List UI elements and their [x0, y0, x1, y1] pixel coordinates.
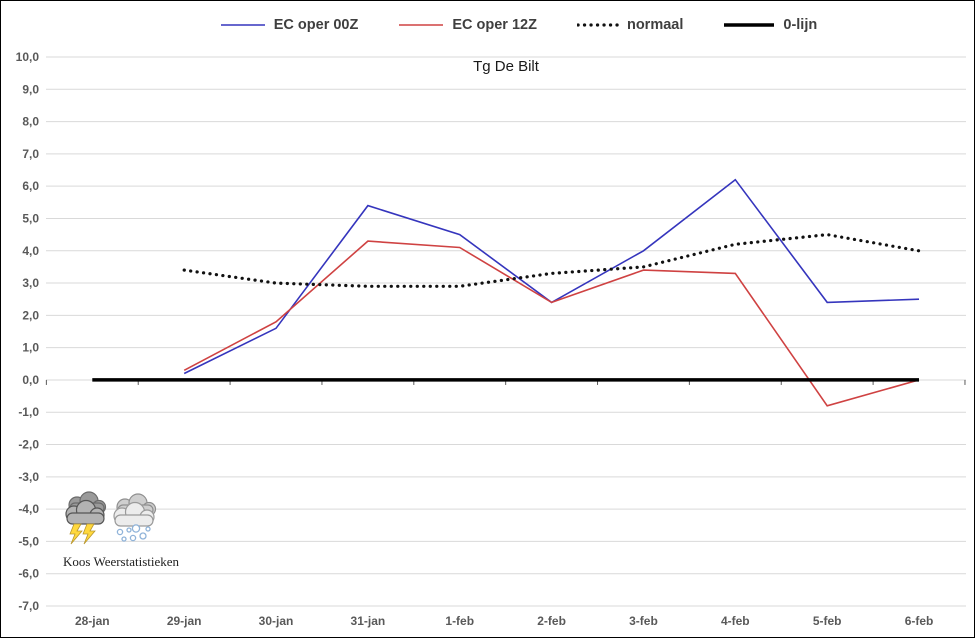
y-axis-tick-label: 2,0	[22, 308, 39, 322]
x-axis-tick-label: 2-feb	[537, 614, 566, 628]
legend-item-0-lijn: 0-lijn	[723, 17, 817, 33]
legend-item-ec-oper-12z: EC oper 12Z	[398, 17, 537, 33]
y-axis-tick-label: 1,0	[22, 341, 39, 355]
y-axis-tick-label: 9,0	[22, 82, 39, 96]
legend-label-ec-oper-00z: EC oper 00Z	[273, 17, 359, 33]
x-axis-tick-label: 5-feb	[813, 614, 842, 628]
y-axis-tick-label: 4,0	[22, 244, 39, 258]
x-axis-tick-label: 30-jan	[259, 614, 294, 628]
x-axis-tick-label: 4-feb	[721, 614, 750, 628]
x-axis-tick-label: 6-feb	[905, 614, 934, 628]
y-axis-tick-label: -7,0	[18, 599, 39, 613]
y-axis-tick-label: 10,0	[16, 50, 40, 64]
thunderstorm-cloud-icon	[65, 491, 107, 545]
watermark-text: Koos Weerstatistieken	[63, 554, 180, 569]
legend-label-0-lijn: 0-lijn	[783, 17, 818, 33]
x-axis-tick-label: 28-jan	[75, 614, 110, 628]
legend-swatch-0-lijn	[724, 23, 775, 27]
y-axis-tick-label: -2,0	[18, 438, 39, 452]
y-axis-tick-label: 3,0	[22, 276, 39, 290]
y-axis-tick-label: -3,0	[18, 470, 39, 484]
chart-title: Tg De Bilt	[473, 58, 539, 75]
legend-item-ec-oper-00z: EC oper 00Z	[220, 17, 359, 33]
snow-cloud-icon	[113, 493, 157, 542]
y-axis-tick-label: 5,0	[22, 211, 39, 225]
y-axis-tick-label: 7,0	[22, 147, 39, 161]
series-line-ec-oper-00z	[183, 178, 920, 375]
x-axis-tick-label: 3-feb	[629, 614, 658, 628]
legend: EC oper 00Z EC oper 12Z normaal 0-lijn	[1, 12, 974, 38]
x-axis-tick-label: 1-feb	[445, 614, 474, 628]
x-axis-tick-label: 31-jan	[351, 614, 386, 628]
legend-item-normaal: normaal	[576, 17, 684, 33]
y-axis-tick-label: -1,0	[18, 405, 39, 419]
y-axis-tick-label: -6,0	[18, 567, 39, 581]
y-axis-tick-label: 6,0	[22, 179, 39, 193]
y-axis-tick-label: -4,0	[18, 502, 39, 516]
legend-swatch-ec-oper-12z	[399, 24, 444, 26]
legend-label-ec-oper-12z: EC oper 12Z	[452, 17, 537, 33]
x-axis-tick-label: 29-jan	[167, 614, 202, 628]
y-axis-tick-label: 8,0	[22, 115, 39, 129]
legend-label-normaal: normaal	[626, 17, 684, 33]
y-axis-tick-label: 0,0	[22, 373, 39, 387]
y-axis-tick-label: -5,0	[18, 534, 39, 548]
legend-swatch-ec-oper-00z	[220, 24, 265, 26]
legend-swatch-normaal	[576, 23, 619, 27]
series-line-normaal	[182, 232, 921, 288]
series-line-ec-oper-12z	[183, 240, 920, 407]
